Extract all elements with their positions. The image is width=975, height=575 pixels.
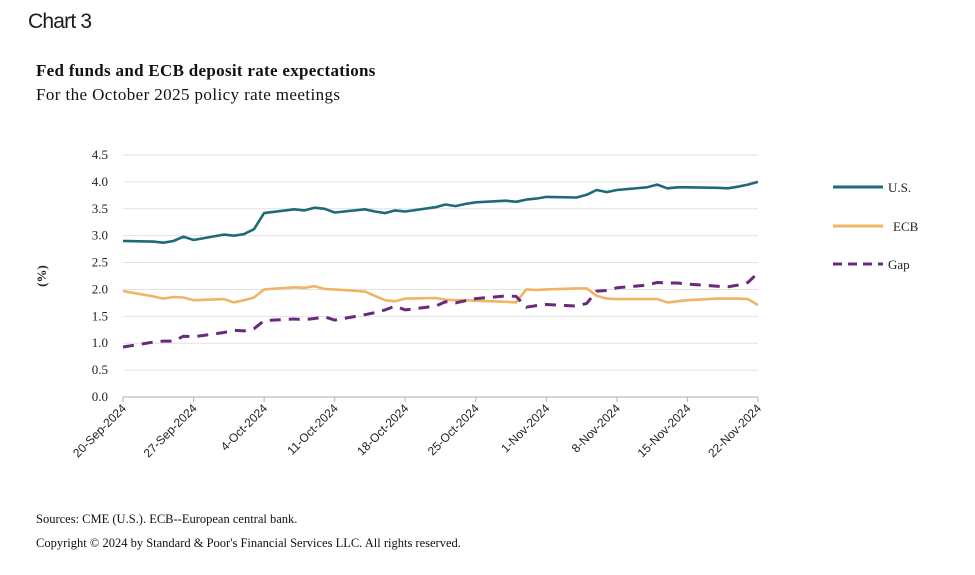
y-tick-label: 2.5 bbox=[92, 255, 108, 270]
x-tick-label: 27-Sep-2024 bbox=[141, 401, 200, 460]
y-axis-ticks: 0.0 0.5 1.0 1.5 2.0 2.5 3.0 3.5 4.0 4.5 bbox=[92, 147, 108, 404]
x-tick-label: 11-Oct-2024 bbox=[284, 401, 341, 458]
legend-item-ecb: ECB bbox=[833, 219, 919, 234]
x-tick-label: 4-Oct-2024 bbox=[218, 401, 271, 454]
series-line-ecb bbox=[122, 284, 759, 307]
x-tick-label: 15-Nov-2024 bbox=[635, 401, 694, 460]
chart-title: Fed funds and ECB deposit rate expectati… bbox=[36, 61, 376, 80]
series-line-us bbox=[122, 180, 759, 244]
legend-item-us: U.S. bbox=[833, 180, 911, 195]
y-tick-label: 0.0 bbox=[92, 389, 108, 404]
chart-number-label: Chart 3 bbox=[28, 10, 92, 33]
y-tick-label: 1.0 bbox=[92, 335, 108, 350]
legend-label-us: U.S. bbox=[888, 180, 911, 195]
x-tick-label: 22-Nov-2024 bbox=[705, 401, 764, 460]
y-tick-label: 3.5 bbox=[92, 201, 108, 216]
y-tick-label: 3.0 bbox=[92, 228, 108, 243]
legend: U.S. ECB Gap bbox=[833, 180, 919, 272]
y-tick-label: 1.5 bbox=[92, 308, 108, 323]
legend-item-gap: Gap bbox=[833, 257, 910, 272]
copyright-note: Copyright © 2024 by Standard & Poor's Fi… bbox=[36, 536, 461, 550]
series-line-gap bbox=[122, 271, 760, 349]
x-tick-label: 18-Oct-2024 bbox=[354, 401, 411, 458]
x-tick-label: 25-Oct-2024 bbox=[425, 401, 482, 458]
sources-note: Sources: CME (U.S.). ECB--European centr… bbox=[36, 512, 298, 526]
y-axis-label: (%) bbox=[34, 265, 49, 287]
series-lines bbox=[122, 180, 760, 349]
y-tick-label: 4.0 bbox=[92, 174, 108, 189]
x-tick-label: 1-Nov-2024 bbox=[498, 401, 552, 455]
y-tick-label: 2.0 bbox=[92, 281, 108, 296]
x-axis: 20-Sep-2024 27-Sep-2024 4-Oct-2024 11-Oct-2… bbox=[70, 396, 764, 460]
chart-subtitle: For the October 2025 policy rate meeting… bbox=[36, 85, 341, 104]
legend-label-ecb: ECB bbox=[893, 219, 919, 234]
legend-label-gap: Gap bbox=[888, 257, 910, 272]
y-tick-label: 4.5 bbox=[92, 147, 108, 162]
x-tick-label: 20-Sep-2024 bbox=[70, 401, 129, 460]
y-tick-label: 0.5 bbox=[92, 362, 108, 377]
x-tick-label: 8-Nov-2024 bbox=[569, 401, 623, 455]
